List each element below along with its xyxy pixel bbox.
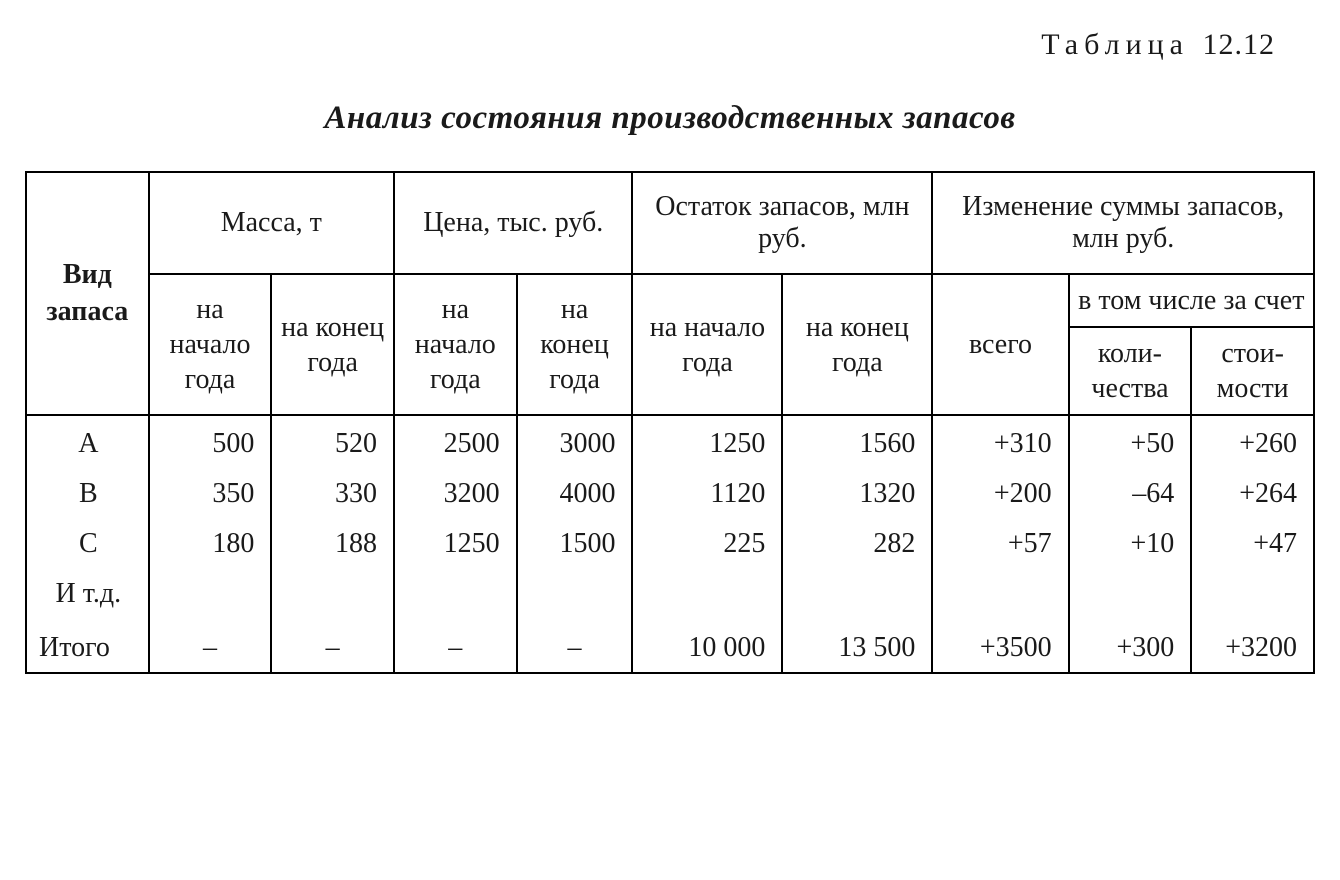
cell: 13 500 — [782, 623, 932, 673]
caption-number: 12.12 — [1203, 28, 1276, 61]
cell: 3000 — [517, 415, 633, 469]
caption-label: Таблица — [1041, 28, 1189, 61]
col-mass-start: на начало года — [149, 274, 272, 415]
cell: 180 — [149, 519, 272, 569]
table-total-row: Итого – – – – 10 000 13 500 +3500 +300 +… — [26, 623, 1314, 673]
cell: – — [271, 623, 394, 673]
cell — [517, 569, 633, 623]
cell — [149, 569, 272, 623]
col-stock-start: на начало года — [632, 274, 782, 415]
col-group-change: Изменение суммы запасов, млн руб. — [932, 172, 1314, 274]
table-caption: Таблица 12.12 — [25, 28, 1275, 62]
cell — [632, 569, 782, 623]
cell: 1250 — [632, 415, 782, 469]
cell — [782, 569, 932, 623]
table-title: Анализ состояния производственных запасо… — [25, 100, 1315, 137]
cell — [394, 569, 517, 623]
col-change-cost: стои­мости — [1191, 327, 1314, 415]
cell: +200 — [932, 469, 1068, 519]
col-change-incl: в том числе за счет — [1069, 274, 1314, 327]
cell: 1120 — [632, 469, 782, 519]
cell: 520 — [271, 415, 394, 469]
cell: 350 — [149, 469, 272, 519]
cell: +10 — [1069, 519, 1192, 569]
row-label: А — [26, 415, 149, 469]
cell: +264 — [1191, 469, 1314, 519]
cell: +300 — [1069, 623, 1192, 673]
col-price-start: на начало года — [394, 274, 517, 415]
row-label: С — [26, 519, 149, 569]
cell: 1320 — [782, 469, 932, 519]
col-stock-type: Вид запаса — [26, 172, 149, 415]
total-label: Итого — [26, 623, 149, 673]
cell: 225 — [632, 519, 782, 569]
col-mass-end: на конец года — [271, 274, 394, 415]
cell: 1500 — [517, 519, 633, 569]
cell — [271, 569, 394, 623]
table-row: В 350 330 3200 4000 1120 1320 +200 –64 +… — [26, 469, 1314, 519]
cell — [1069, 569, 1192, 623]
cell: +310 — [932, 415, 1068, 469]
col-change-qty: коли­чества — [1069, 327, 1192, 415]
cell: +50 — [1069, 415, 1192, 469]
inventory-table: Вид запаса Масса, т Цена, тыс. руб. Оста… — [25, 171, 1315, 674]
col-group-stock: Остаток запасов, млн руб. — [632, 172, 932, 274]
cell: – — [517, 623, 633, 673]
cell: 188 — [271, 519, 394, 569]
cell: –64 — [1069, 469, 1192, 519]
table-row: И т.д. — [26, 569, 1314, 623]
cell: 1560 — [782, 415, 932, 469]
cell: 3200 — [394, 469, 517, 519]
cell: – — [149, 623, 272, 673]
cell: 10 000 — [632, 623, 782, 673]
col-change-total: всего — [932, 274, 1068, 415]
table-row: С 180 188 1250 1500 225 282 +57 +10 +47 — [26, 519, 1314, 569]
cell: 2500 — [394, 415, 517, 469]
cell: +57 — [932, 519, 1068, 569]
cell: 330 — [271, 469, 394, 519]
cell: +3500 — [932, 623, 1068, 673]
cell: 500 — [149, 415, 272, 469]
table-row: А 500 520 2500 3000 1250 1560 +310 +50 +… — [26, 415, 1314, 469]
col-stock-end: на конец года — [782, 274, 932, 415]
cell: +3200 — [1191, 623, 1314, 673]
row-label: И т.д. — [26, 569, 149, 623]
col-group-price: Цена, тыс. руб. — [394, 172, 633, 274]
cell — [932, 569, 1068, 623]
cell: 1250 — [394, 519, 517, 569]
col-price-end: на конец года — [517, 274, 633, 415]
cell: +260 — [1191, 415, 1314, 469]
cell: – — [394, 623, 517, 673]
cell: 282 — [782, 519, 932, 569]
cell: 4000 — [517, 469, 633, 519]
cell — [1191, 569, 1314, 623]
col-group-mass: Масса, т — [149, 172, 394, 274]
row-label: В — [26, 469, 149, 519]
cell: +47 — [1191, 519, 1314, 569]
